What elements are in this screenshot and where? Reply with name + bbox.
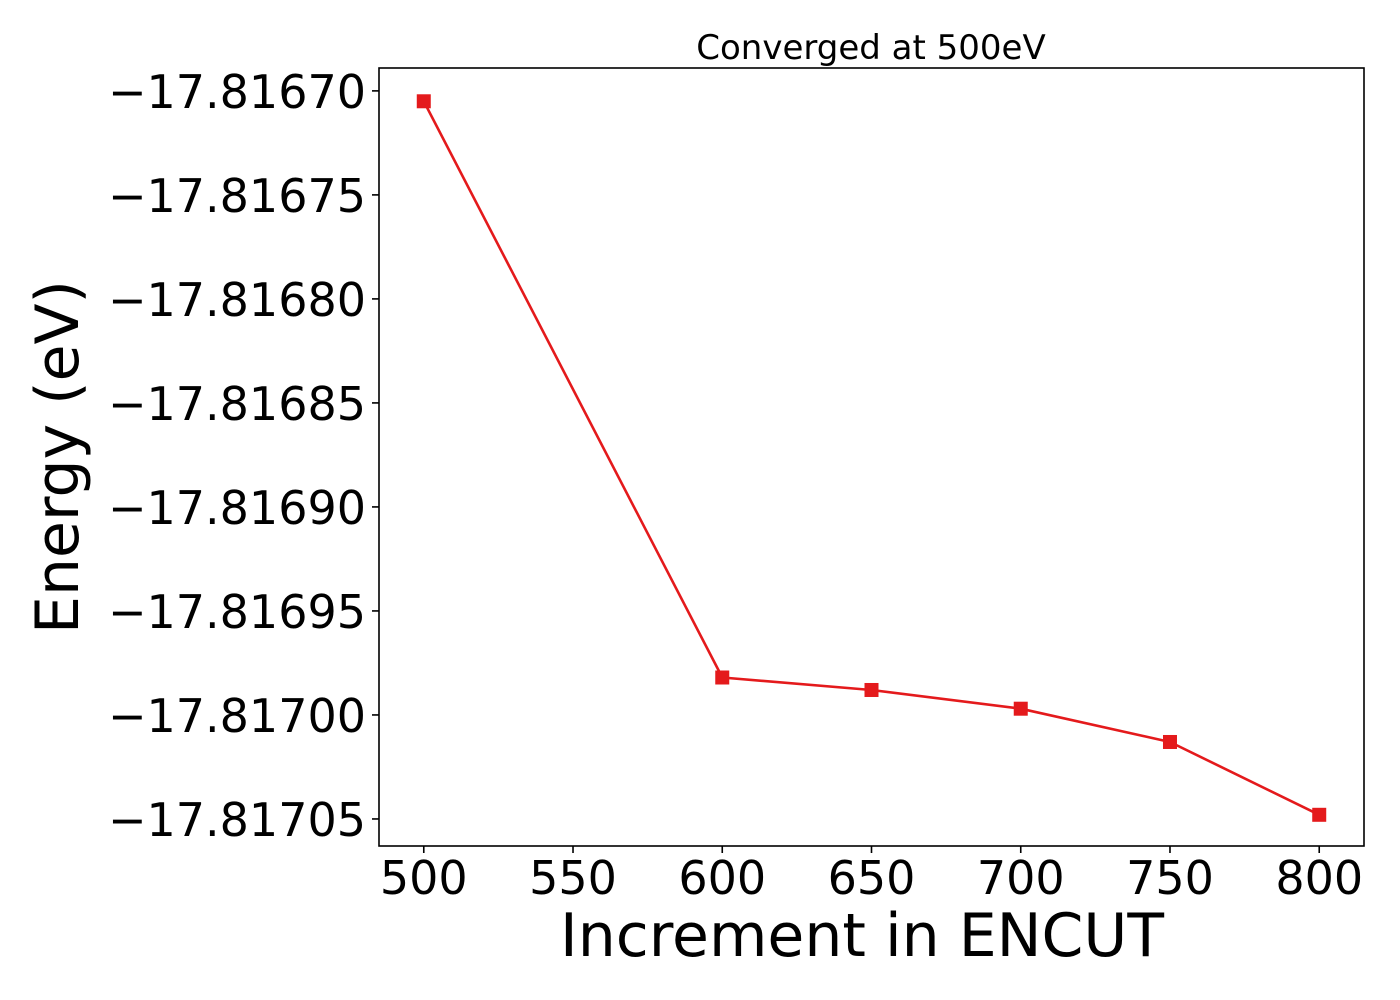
y-tick-label: −17.81690 (108, 481, 366, 535)
data-point-marker (715, 670, 730, 685)
y-tick-label: −17.81680 (108, 273, 366, 327)
data-point-marker (1312, 807, 1327, 822)
x-tick-label: 750 (1126, 851, 1214, 905)
y-tick-label: −17.81685 (108, 377, 366, 431)
x-tick-label: 800 (1275, 851, 1363, 905)
y-tick-label: −17.81675 (108, 169, 366, 223)
y-tick-label: −17.81670 (108, 65, 366, 119)
x-tick-label: 550 (529, 851, 617, 905)
x-tick-label: 500 (380, 851, 468, 905)
data-point-marker (416, 94, 431, 109)
y-tick-label: −17.81705 (108, 793, 366, 847)
y-tick-label: −17.81700 (108, 689, 366, 743)
x-tick-label: 700 (977, 851, 1065, 905)
y-tick-label: −17.81695 (108, 585, 366, 639)
data-point-marker (1162, 734, 1177, 749)
data-point-marker (1013, 701, 1028, 716)
x-tick-label: 600 (678, 851, 766, 905)
data-point-marker (864, 682, 879, 697)
series-layer (416, 94, 1327, 822)
x-axis-ticks: 500 550 600 650 700 750 800 (380, 846, 1363, 905)
y-axis-title: Energy (eV) (23, 280, 93, 634)
x-tick-label: 650 (828, 851, 916, 905)
chart-title: Converged at 500eV (696, 28, 1045, 68)
y-axis-ticks: −17.81670 −17.81675 −17.81680 −17.81685 −17.… (108, 65, 379, 847)
energy-series-line (422, 100, 1320, 816)
x-axis-title: Increment in ENCUT (560, 901, 1164, 971)
plot-area-frame (378, 67, 1365, 847)
